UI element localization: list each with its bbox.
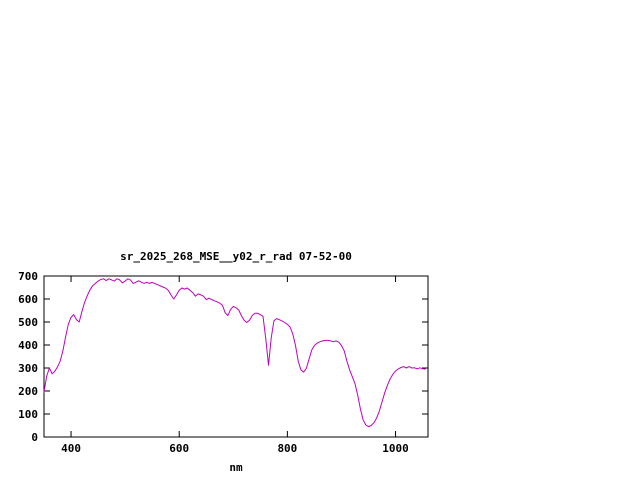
y-tick-label: 500	[18, 316, 38, 329]
axis-ticks	[44, 275, 428, 438]
x-tick-label: 600	[169, 442, 189, 455]
y-tick-label: 400	[18, 339, 38, 352]
spectrum-line	[43, 278, 426, 428]
y-tick-label: 300	[18, 362, 38, 375]
chart-title: sr_2025_268_MSE__y02_r_rad 07-52-00	[120, 250, 352, 263]
y-tick-label: 0	[31, 431, 38, 444]
y-tick-label: 700	[18, 270, 38, 283]
y-tick-label: 100	[18, 408, 38, 421]
y-tick-label: 600	[18, 293, 38, 306]
y-tick-label: 200	[18, 385, 38, 398]
x-tick-label: 800	[277, 442, 297, 455]
axis-tick-labels: 400 600 800 1000 0 100 200 300 400 500 600 700	[18, 270, 409, 455]
x-axis-label: nm	[229, 461, 243, 474]
plot-border	[43, 275, 429, 438]
x-tick-label: 1000	[382, 442, 409, 455]
x-tick-label: 400	[61, 442, 81, 455]
